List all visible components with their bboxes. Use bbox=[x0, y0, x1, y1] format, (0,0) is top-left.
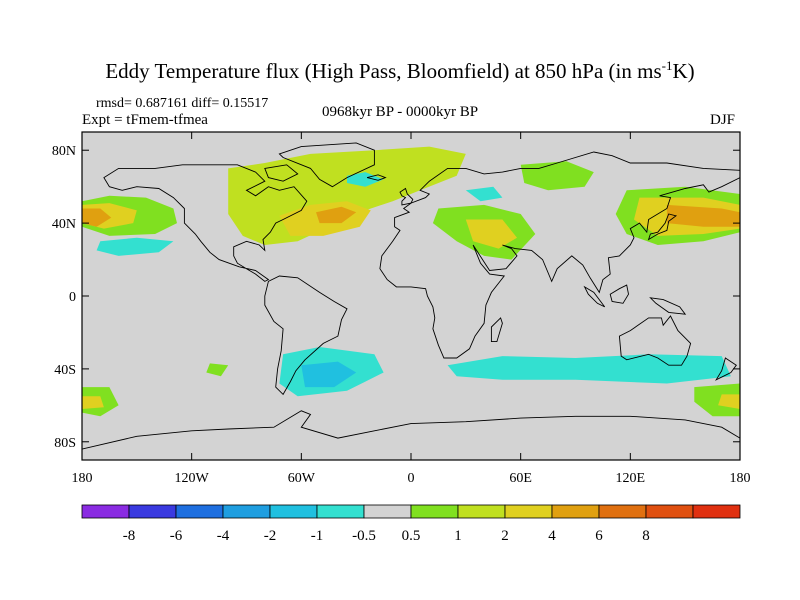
colorbar-swatch bbox=[645, 504, 694, 519]
coastline-new-guinea bbox=[649, 297, 687, 315]
contour-south-pacific-positive-west-core bbox=[718, 394, 740, 409]
coastline-japan bbox=[647, 213, 678, 241]
title-main: Eddy Temperature flux (High Pass, Bloomf… bbox=[105, 59, 662, 83]
lat-tick-label: 80S bbox=[54, 436, 76, 451]
colorbar-label: 6 bbox=[595, 528, 603, 544]
map-layer bbox=[81, 131, 741, 461]
contour-north-pacific-east-max bbox=[82, 208, 112, 227]
contour-siberia-negative bbox=[465, 186, 503, 202]
colorbar-label: -4 bbox=[217, 528, 230, 544]
colorbar-swatch bbox=[269, 504, 318, 519]
experiment-label: Expt = tFmem-tfmea bbox=[82, 112, 208, 128]
colorbar-swatch bbox=[551, 504, 600, 519]
lat-tick-label: 0 bbox=[69, 290, 76, 305]
coastline-iceland bbox=[366, 174, 387, 181]
title-superscript: -1 bbox=[661, 58, 673, 73]
colorbar-label: 8 bbox=[642, 528, 650, 544]
colorbar-label: 4 bbox=[548, 528, 556, 544]
colorbar-swatch bbox=[692, 504, 741, 519]
colorbar-swatch bbox=[598, 504, 647, 519]
colorbar-swatch bbox=[175, 504, 224, 519]
coastline-new-zealand bbox=[715, 357, 737, 381]
coastline-sumatra bbox=[583, 285, 606, 308]
coastline-borneo bbox=[609, 284, 629, 304]
chart-title: Eddy Temperature flux (High Pass, Bloomf… bbox=[0, 58, 800, 84]
lon-tick-label: 60E bbox=[509, 471, 532, 486]
colorbar-swatch bbox=[222, 504, 271, 519]
lon-tick-label: 120E bbox=[616, 471, 646, 486]
colorbar-label: -0.5 bbox=[352, 528, 376, 544]
coastline-north-america bbox=[103, 164, 308, 282]
lat-tick-label: 40S bbox=[54, 363, 76, 378]
lon-tick-label: 120W bbox=[175, 471, 210, 486]
lon-tick-label: 0 bbox=[408, 471, 415, 486]
coastline-baffin bbox=[264, 164, 299, 182]
colorbar-swatch bbox=[81, 504, 130, 519]
contour-north-atlantic-max bbox=[316, 206, 357, 224]
contour-north-pacific-west-max bbox=[666, 204, 740, 227]
colorbar-label: -1 bbox=[311, 528, 324, 544]
colorbar-label: -6 bbox=[170, 528, 183, 544]
lon-tick-label: 180 bbox=[72, 471, 93, 486]
coastline-antarctica bbox=[82, 410, 740, 450]
colorbar-label: 1 bbox=[454, 528, 462, 544]
contour-north-pacific-negative bbox=[96, 237, 174, 256]
lon-tick-label: 60W bbox=[288, 471, 316, 486]
coastline-uk bbox=[399, 187, 414, 206]
colorbar-label: -8 bbox=[123, 528, 136, 544]
colorbar-label: -2 bbox=[264, 528, 277, 544]
contour-south-atlantic-core bbox=[301, 361, 357, 388]
colorbar-label: 2 bbox=[501, 528, 509, 544]
lat-tick-label: 80N bbox=[52, 144, 76, 159]
contour-north-europe-negative bbox=[347, 172, 384, 187]
lat-tick-label: 40N bbox=[52, 217, 76, 232]
colorbar-swatch bbox=[457, 504, 506, 519]
coastline-south-america bbox=[264, 275, 348, 396]
contour-south-pacific-positive-east-core bbox=[82, 396, 104, 409]
stats-label: rmsd= 0.687161 diff= 0.15517 bbox=[96, 96, 269, 111]
contour-south-pacific-positive-west bbox=[694, 383, 740, 417]
colorbar-swatch bbox=[504, 504, 553, 519]
lon-tick-label: 180 bbox=[730, 471, 751, 486]
coastline-australia bbox=[618, 315, 692, 366]
title-tail: K) bbox=[672, 59, 695, 83]
colorbar-swatch bbox=[363, 504, 412, 519]
colorbar: -8 -6 -4 -2 -1 -0.5 0.5 1 2 4 6 8 bbox=[81, 504, 741, 544]
colorbar-swatch bbox=[316, 504, 365, 519]
season-label: DJF bbox=[710, 112, 736, 128]
contour-south-pacific-small-positive bbox=[206, 363, 229, 377]
coastline-madagascar bbox=[490, 317, 503, 343]
contour-south-indian-negative bbox=[447, 354, 731, 384]
contour-middle-east-core bbox=[465, 219, 517, 249]
colorbar-label: 0.5 bbox=[402, 528, 421, 544]
coastline-greenland bbox=[278, 142, 375, 188]
colorbar-swatch bbox=[410, 504, 459, 519]
colorbar-swatch bbox=[128, 504, 177, 519]
axis-layer: 80N 40N 0 40S 80S 180 120W 60W 0 60E 120E 180 bbox=[52, 132, 751, 486]
period-label: 0968kyr BP - 0000kyr BP bbox=[321, 104, 479, 120]
coastline-eurasia-africa bbox=[379, 151, 740, 359]
